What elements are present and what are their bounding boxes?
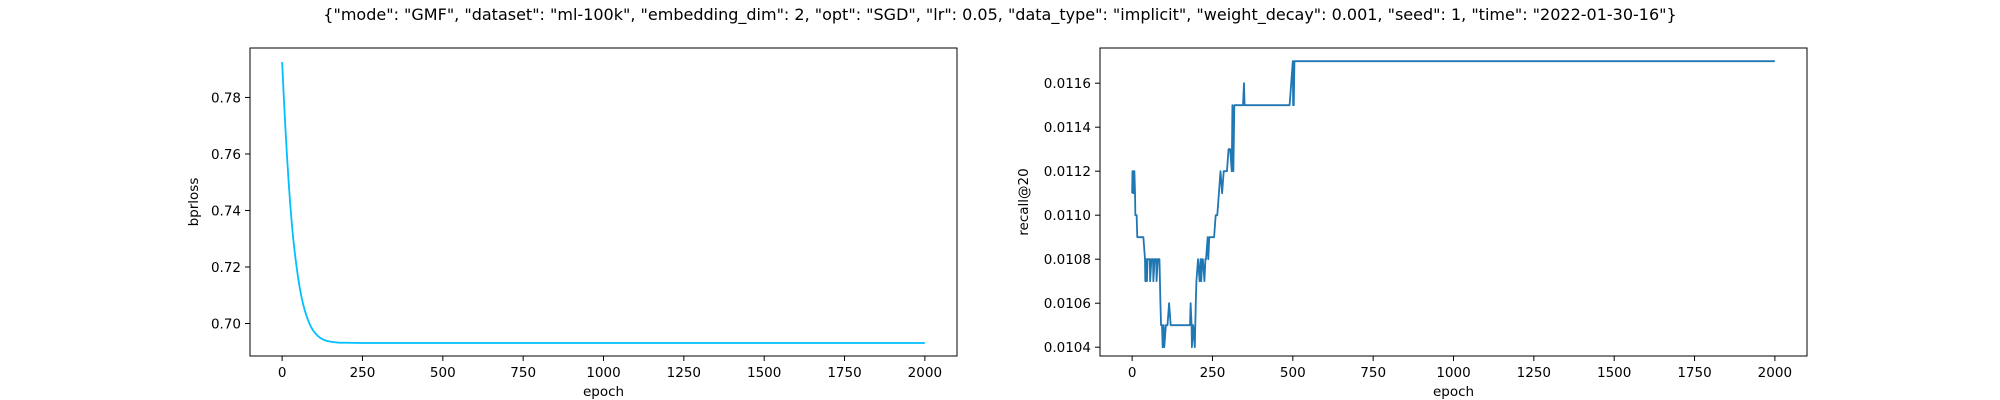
recall-y-tick-label: 0.0106 [1044,296,1091,312]
recall-x-tick-label: 500 [1280,365,1306,381]
bprloss-x-tick-label: 0 [278,365,287,381]
bprloss-x-axis-label: epoch [583,384,624,400]
bprloss-y-tick-label: 0.70 [211,317,241,333]
bprloss-x-tick-label: 250 [350,365,376,381]
recall-y-axis-label: recall@20 [1016,168,1032,235]
figure-suptitle: {"mode": "GMF", "dataset": "ml-100k", "e… [323,5,1676,25]
bprloss-y-tick-label: 0.74 [211,203,241,219]
recall-y-tick-label: 0.0114 [1044,120,1091,136]
bprloss-plot: 0 250 500 750 1000 1250 1500 1750 2000 0.70 0.72 0.… [186,47,958,400]
bprloss-x-tick-label: 1750 [827,365,861,381]
recall-x-tick-label: 250 [1200,365,1226,381]
recall-y-tick-label: 0.0112 [1044,164,1091,180]
recall-y-tick-label: 0.0116 [1044,76,1091,92]
recall-y-tick-label: 0.0108 [1044,252,1091,268]
bprloss-y-tick-label: 0.78 [211,90,241,106]
bprloss-x-tick-label: 1000 [586,365,620,381]
recall-x-tick-label: 1500 [1597,365,1631,381]
recall-x-tick-label: 1750 [1677,365,1711,381]
bprloss-x-tick-label: 500 [430,365,456,381]
bprloss-y-axis-label: bprloss [186,178,202,227]
recall-x-tick-label: 1250 [1517,365,1551,381]
recall-y-tick-label: 0.0104 [1044,340,1091,356]
bprloss-x-tick-label: 750 [510,365,536,381]
bprloss-x-tick-label: 1250 [667,365,701,381]
recall-x-axis-label: epoch [1433,384,1474,400]
bprloss-y-tick-label: 0.72 [211,260,241,276]
recall-plot: 0 250 500 750 1000 1250 1500 1750 2000 0.0104 0.01… [1016,47,1808,400]
bprloss-series-line [281,62,925,344]
recall-y-tick-label: 0.0110 [1044,208,1091,224]
bprloss-y-tick-label: 0.76 [211,147,241,163]
recall-x-tick-label: 2000 [1758,365,1792,381]
bprloss-x-tick-label: 1500 [747,365,781,381]
recall-x-tick-label: 0 [1128,365,1137,381]
recall-x-tick-label: 1000 [1436,365,1470,381]
recall-series-line [1131,60,1775,349]
recall-x-tick-label: 750 [1360,365,1386,381]
bprloss-x-tick-label: 2000 [908,365,942,381]
